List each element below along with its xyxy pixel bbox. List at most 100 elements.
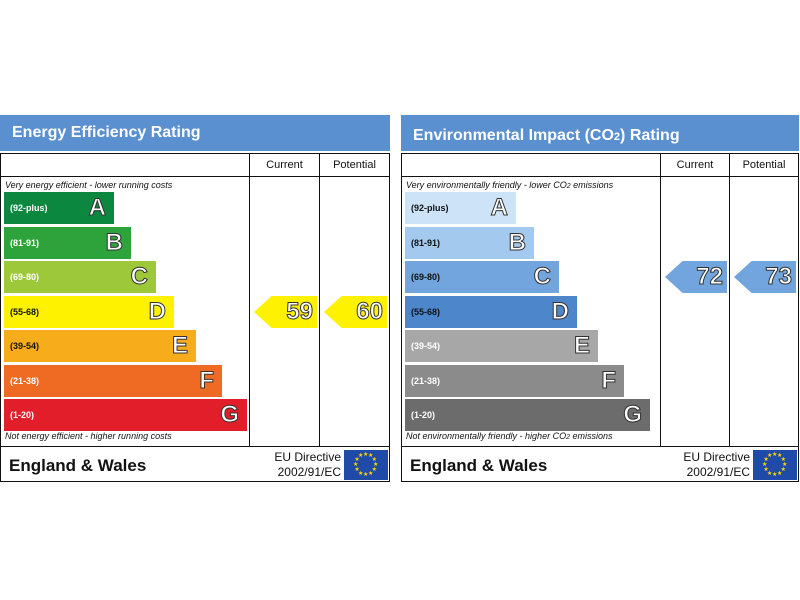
band-letter: C [130,263,148,291]
potential-arrow-shape [734,261,796,293]
band-d: (55-68) D [4,295,174,328]
eu-star-icon: ★ [777,453,783,460]
directive-line-2: 2002/91/EC [686,465,750,479]
band-b: (81-91) B [4,226,131,259]
environmental-impact-panel: Environmental Impact (CO2) Rating Curren… [401,115,799,482]
band-range-label: (55-68) [411,306,441,317]
band-d: (55-68) D [405,295,577,328]
band-f: (21-38) F [405,364,624,397]
eu-star-icon: ★ [782,462,788,468]
band-letter: E [573,332,590,360]
potential-column-header: Potential [333,159,376,171]
current-rating-value: 72 [696,263,724,291]
eu-star-icon: ★ [780,457,787,463]
eu-star-icon: ★ [767,453,773,460]
current-rating-value: 59 [286,297,314,325]
band-letter: D [148,297,166,325]
top-note-main: Very environmentally friendly - lower CO [406,180,567,190]
band-range-label: (1-20) [411,410,436,420]
band-e: (39-54) E [4,330,196,362]
title-main: Environmental Impact (CO [413,127,614,144]
energy-efficiency-title: Energy Efficiency Rating [0,115,390,151]
band-e: (39-54) E [405,330,598,362]
eu-star-icon: ★ [763,467,769,473]
eu-star-icon: ★ [354,467,360,473]
eu-star-icon: ★ [371,457,378,463]
footer-divider [1,446,389,447]
top-note-end: emissions [570,180,614,190]
current-arrow-polygon [665,261,727,293]
band-letter: D [551,297,569,325]
potential-rating-arrow: 60 [324,295,387,328]
band-range-label: (1-20) [10,410,35,420]
potential-arrow-polygon [324,295,387,328]
eu-star-icon: ★ [353,462,359,468]
eu-star-icon: ★ [763,457,769,463]
band-letter: A [88,194,106,222]
band-letter: F [601,366,617,394]
band-range-label: (69-80) [10,272,40,282]
band-range-label: (21-38) [411,375,441,386]
current-arrow-polygon [254,295,317,328]
bottom-note: Not energy efficient - higher running co… [5,431,172,441]
band-g: (1-20) G [4,399,247,431]
band-range-label: (55-68) [10,306,40,317]
bottom-note: Not environmentally friendly - higher CO… [406,431,613,441]
band-range-label: (81-91) [411,237,441,248]
potential-rating-arrow: 73 [734,261,796,293]
title-sub: 2 [613,131,621,143]
band-letter: C [533,263,551,291]
eu-star-icon: ★ [777,470,783,477]
footer-divider [402,446,798,447]
band-letter: B [508,228,526,256]
environmental-impact-title: Environmental Impact (CO2) Rating [401,115,799,151]
band-letter: B [105,228,123,256]
energy-efficiency-panel: Energy Efficiency Rating Current Potenti… [0,115,390,482]
column-divider [319,154,320,446]
band-range-label: (69-80) [411,272,441,282]
eu-flag-icon: ★ ★ ★ ★ ★ ★ ★ ★ ★ ★ ★ ★ [344,450,388,480]
eu-star-icon: ★ [368,470,374,477]
band-c: (69-80) C [405,261,559,293]
current-column-header: Current [266,159,303,171]
band-range-label: (92-plus) [411,203,449,213]
band-letter: G [623,401,643,429]
top-note: Very environmentally friendly - lower CO… [406,180,613,190]
band-a: (92-plus) A [405,192,516,224]
band-letter: A [490,194,508,222]
band-b: (81-91) B [405,226,534,259]
eu-star-icon: ★ [762,462,768,468]
region-label: England & Wales [410,456,548,475]
eu-star-icon: ★ [354,457,360,463]
band-letter: G [220,401,240,429]
bottom-note-end: emissions [569,431,613,441]
current-arrow-shape [665,261,727,293]
band-range-label: (21-38) [10,375,40,386]
eu-flag-icon: ★ ★ ★ ★ ★ ★ ★ ★ ★ ★ ★ ★ [753,450,797,480]
current-rating-arrow: 72 [665,261,727,293]
column-divider [249,154,250,446]
eu-star-icon: ★ [780,467,787,473]
band-range-label: (92-plus) [10,203,48,213]
band-letter: E [171,332,188,360]
eu-star-icon: ★ [772,452,778,458]
eu-star-icon: ★ [358,453,364,460]
current-rating-arrow: 59 [254,295,317,328]
eu-star-icon: ★ [363,472,369,478]
energy-efficiency-frame: Current Potential Very energy efficient … [0,153,390,482]
header-divider [1,176,389,177]
bottom-note-sub: 2 [566,434,570,441]
potential-rating-value: 73 [765,263,793,291]
band-f: (21-38) F [4,364,222,397]
directive-text: EU Directive 2002/91/EC [259,450,341,480]
top-note-sub: 2 [566,183,571,190]
top-note: Very energy efficient - lower running co… [5,180,173,190]
band-a: (92-plus) A [4,192,114,224]
directive-text: EU Directive 2002/91/EC [668,450,750,480]
bottom-note-main: Not environmentally friendly - higher CO [406,431,567,441]
directive-line-1: EU Directive [274,450,341,464]
eu-star-icon: ★ [363,452,369,458]
title-end: ) Rating [620,127,680,144]
potential-rating-value: 60 [356,297,384,325]
column-divider [729,154,730,446]
